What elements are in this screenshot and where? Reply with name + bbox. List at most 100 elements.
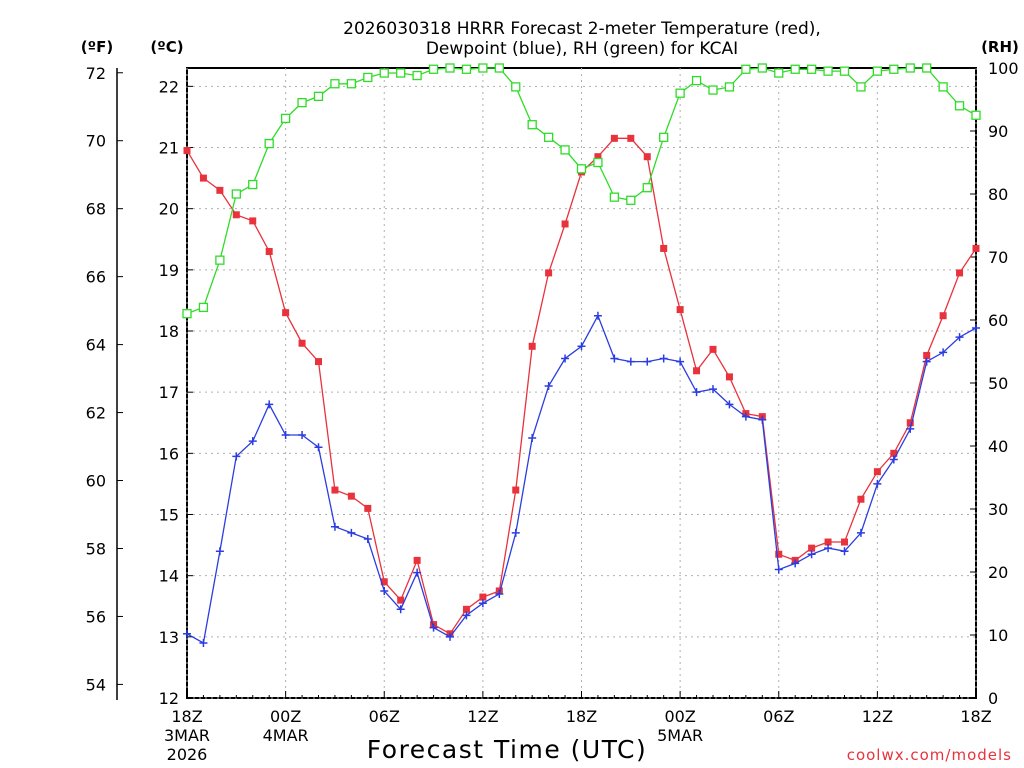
rh-point bbox=[971, 110, 981, 120]
celsius-tick-label: 16 bbox=[159, 444, 179, 463]
celsius-tick-label: 15 bbox=[159, 506, 179, 525]
rh-tick-label: 20 bbox=[988, 563, 1008, 582]
dewpoint-point bbox=[330, 522, 339, 531]
dewpoint-point bbox=[659, 354, 668, 363]
temperature-point bbox=[364, 504, 372, 512]
dewpoint-point bbox=[363, 534, 372, 543]
temperature-point bbox=[512, 486, 520, 494]
dewpoint-point bbox=[643, 357, 652, 366]
dewpoint-point bbox=[183, 629, 191, 638]
dewpoint-line bbox=[186, 314, 977, 645]
temperature-point bbox=[693, 367, 701, 375]
fahrenheit-tick-label: 54 bbox=[86, 675, 106, 694]
rh-tick-label: 90 bbox=[988, 122, 1008, 141]
dewpoint-point bbox=[429, 623, 438, 632]
dewpoint-point bbox=[561, 354, 570, 363]
dewpoint-point bbox=[741, 412, 750, 421]
dewpoint-point bbox=[709, 385, 717, 394]
temperature-point bbox=[775, 550, 783, 558]
dewpoint-point bbox=[955, 333, 964, 342]
temperature-point bbox=[709, 345, 717, 353]
rh-point bbox=[724, 82, 735, 92]
fahrenheit-tick-label: 62 bbox=[86, 404, 106, 423]
celsius-tick-label: 21 bbox=[159, 139, 179, 158]
rh-tick-label: 10 bbox=[988, 626, 1008, 645]
temperature-point bbox=[232, 211, 240, 219]
rh-point bbox=[412, 70, 422, 81]
rh-point bbox=[346, 79, 357, 89]
fahrenheit-tick-label: 72 bbox=[86, 64, 106, 83]
rh-point bbox=[543, 132, 554, 142]
rh-tick-label: 80 bbox=[988, 185, 1008, 204]
rh-point bbox=[215, 255, 225, 265]
temperature-point bbox=[380, 578, 388, 586]
dewpoint-point bbox=[593, 311, 602, 320]
temperature-point bbox=[479, 593, 487, 601]
temperature-point bbox=[627, 134, 635, 142]
rh-point bbox=[428, 64, 439, 74]
rh-point bbox=[313, 91, 324, 101]
dewpoint-point bbox=[807, 550, 816, 559]
chart-title-line1: 2026030318 HRRR Forecast 2-meter Tempera… bbox=[343, 19, 821, 39]
temperature-point bbox=[249, 217, 257, 225]
rh-point bbox=[872, 66, 883, 76]
temperature-point bbox=[824, 538, 832, 546]
temperature-point bbox=[528, 342, 536, 350]
date-label: 4MAR bbox=[263, 726, 309, 745]
temperature-point bbox=[216, 186, 224, 194]
dewpoint-point bbox=[232, 452, 241, 461]
dewpoint-point bbox=[922, 357, 931, 366]
rh-point bbox=[527, 120, 537, 130]
year-label: 2026 bbox=[167, 745, 208, 764]
temperature-point bbox=[397, 596, 405, 604]
rh-point bbox=[659, 132, 669, 142]
time-tick-label: 00Z bbox=[664, 707, 695, 726]
temperature-point bbox=[676, 306, 684, 314]
gridlines bbox=[186, 68, 977, 699]
rh-tick-label: 30 bbox=[988, 500, 1008, 519]
temperature-point bbox=[660, 244, 668, 252]
fahrenheit-tick-label: 68 bbox=[86, 200, 106, 219]
time-tick-label: 18Z bbox=[566, 707, 597, 726]
temperature-point bbox=[857, 495, 865, 503]
dewpoint-point bbox=[544, 382, 553, 391]
time-tick-label: 12Z bbox=[467, 707, 498, 726]
temperature-point bbox=[561, 220, 569, 228]
dewpoint-point bbox=[248, 437, 257, 446]
celsius-unit-label: (ºC) bbox=[150, 38, 183, 56]
rh-point bbox=[494, 63, 504, 73]
rh-point bbox=[757, 63, 767, 73]
time-tick-label: 18Z bbox=[171, 707, 202, 726]
rh-point bbox=[774, 68, 784, 78]
rh-point bbox=[264, 138, 274, 149]
dewpoint-point bbox=[462, 611, 471, 620]
celsius-tick-label: 14 bbox=[159, 567, 179, 586]
data-series bbox=[182, 63, 981, 647]
date-label: 5MAR bbox=[657, 726, 703, 745]
dewpoint-point bbox=[577, 342, 586, 351]
dewpoint-point bbox=[676, 357, 685, 366]
dewpoint-point bbox=[396, 605, 405, 614]
rh-point bbox=[445, 63, 455, 73]
temperature-point bbox=[545, 269, 553, 277]
temperature-point bbox=[413, 556, 421, 564]
rh-tick-label: 60 bbox=[988, 311, 1008, 330]
celsius-tick-label: 22 bbox=[159, 77, 179, 96]
dewpoint-point bbox=[265, 400, 274, 409]
temperature-point bbox=[923, 351, 931, 359]
dewpoint-point bbox=[528, 434, 537, 443]
rh-point bbox=[708, 85, 718, 95]
rh-point bbox=[198, 302, 209, 313]
rh-point bbox=[248, 179, 258, 190]
celsius-tick-label: 18 bbox=[159, 322, 179, 341]
fahrenheit-tick-label: 70 bbox=[86, 132, 106, 151]
rh-point bbox=[461, 64, 472, 74]
dewpoint-point bbox=[298, 430, 307, 439]
dewpoint-point bbox=[725, 400, 734, 409]
rh-point bbox=[478, 63, 488, 73]
temperature-point bbox=[594, 153, 602, 161]
temperature-point bbox=[808, 544, 816, 552]
temperature-point bbox=[972, 244, 980, 252]
rh-unit-label: (RH) bbox=[981, 38, 1019, 56]
fahrenheit-tick-label: 64 bbox=[86, 336, 106, 355]
